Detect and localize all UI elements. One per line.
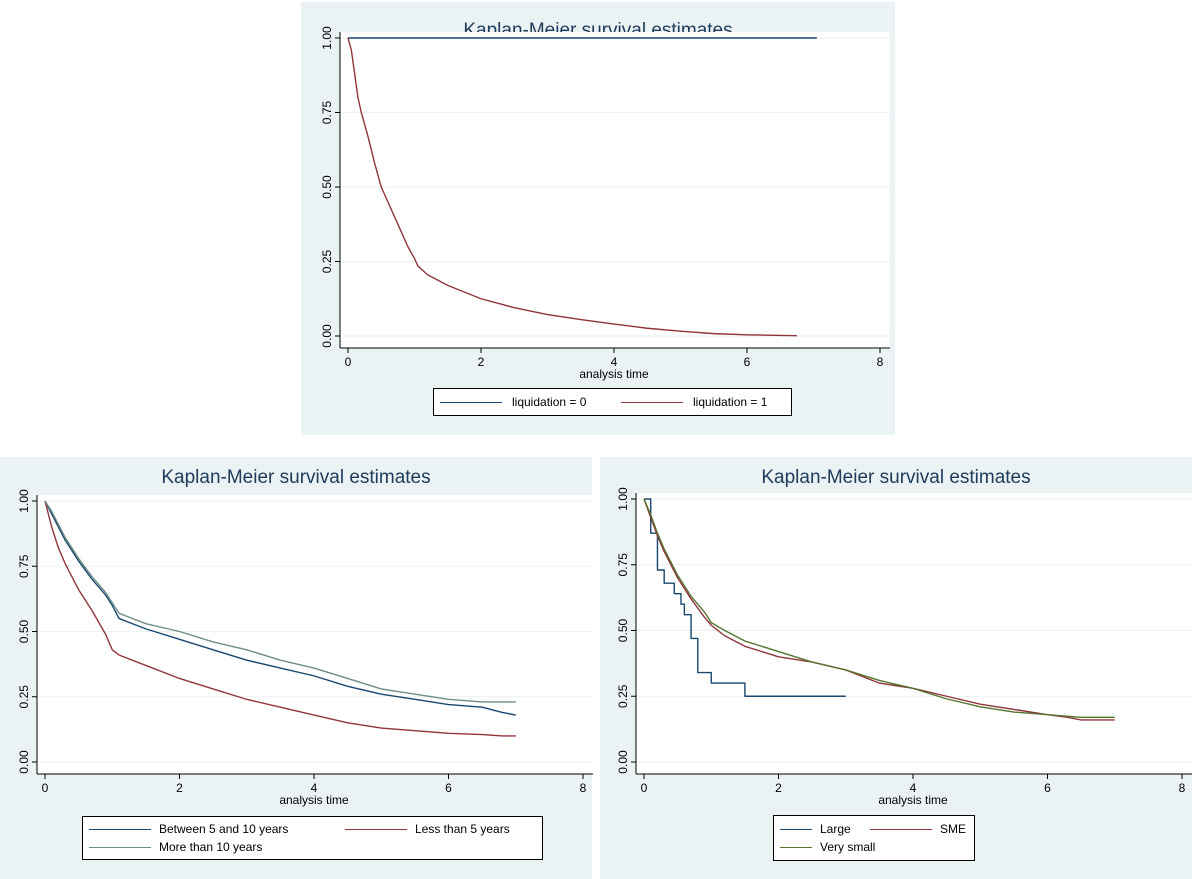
x-tick-label: 0	[641, 781, 648, 795]
plot-background	[636, 493, 1192, 774]
plot-background	[340, 32, 890, 348]
y-tick-label: 0.25	[320, 249, 334, 273]
legend-swatch	[780, 846, 812, 848]
x-axis-label: analysis time	[579, 367, 649, 381]
x-axis-label: analysis time	[279, 793, 349, 807]
y-tick-label: 0.25	[17, 685, 31, 709]
legend-label: Very small	[820, 840, 876, 854]
y-tick-label: 1.00	[320, 26, 334, 50]
legend-label: SME	[940, 822, 967, 836]
chart-panel-firm-age: Kaplan-Meier survival estimates 0.00 0.25…	[0, 457, 593, 879]
x-tick-label: 2	[176, 781, 183, 795]
x-tick-label: 0	[345, 355, 352, 369]
chart-panel-liquidation: Kaplan-Meier survival estimates 0.00 0.25…	[301, 2, 895, 435]
legend-swatch	[621, 401, 683, 403]
legend-item-liquidation-1: liquidation = 1	[621, 395, 767, 409]
x-tick-label: 4	[910, 781, 917, 795]
x-tick-label: 4	[311, 781, 318, 795]
series-line-very-small	[643, 498, 1115, 718]
chart-plot-area: 0.00 0.25 0.50 0.75 1.00 0 2 4 6 8 analysis time	[320, 26, 890, 381]
legend-swatch	[89, 846, 151, 848]
x-tick-label: 2	[478, 355, 485, 369]
legend-item-very-small: Very small	[780, 840, 875, 854]
legend-item-more-than-10-years: More than 10 years	[89, 840, 262, 854]
chart-title: Kaplan-Meier survival estimates	[761, 467, 1031, 488]
plot-background	[37, 495, 593, 774]
chart-legend: Between 5 and 10 years Less than 5 years…	[82, 816, 543, 860]
chart-title: Kaplan-Meier survival estimates	[161, 467, 431, 488]
y-tick-label: 0.25	[616, 684, 630, 708]
legend-label: Between 5 and 10 years	[159, 822, 289, 836]
x-tick-label: 4	[611, 355, 618, 369]
y-tick-label: 0.00	[17, 750, 31, 774]
x-axis-label: analysis time	[878, 793, 948, 807]
x-tick-label: 6	[445, 781, 452, 795]
chart-legend: Large SME Very small	[773, 815, 975, 861]
y-tick-label: 0.00	[320, 324, 334, 348]
series-line-liquidation-1	[347, 37, 797, 337]
legend-item-liquidation-0: liquidation = 0	[440, 395, 586, 409]
x-tick-label: 8	[580, 781, 587, 795]
chart-panel-firm-size: Kaplan-Meier survival estimates 0.00 0.25…	[600, 457, 1192, 879]
legend-label: Large	[820, 822, 851, 836]
y-tick-label: 0.75	[616, 553, 630, 577]
y-tick-label: 1.00	[17, 489, 31, 513]
y-tick-label: 0.75	[17, 554, 31, 578]
x-tick-label: 6	[744, 355, 751, 369]
legend-item-large: Large	[780, 822, 851, 836]
y-tick-label: 1.00	[616, 487, 630, 511]
legend-swatch	[345, 828, 407, 830]
y-tick-label: 0.75	[320, 100, 334, 124]
chart-plot-area: 0.00 0.25 0.50 0.75 1.00 0 2 4 6 8 analysis time	[17, 489, 593, 807]
chart-legend: liquidation = 0 liquidation = 1	[433, 388, 792, 416]
x-tick-label: 8	[1179, 781, 1186, 795]
series-line-between-5-and-10-years	[44, 500, 516, 716]
y-tick-label: 0.50	[616, 618, 630, 642]
legend-swatch	[440, 401, 502, 403]
series-line-more-than-10-years	[44, 500, 516, 703]
legend-item-less-than-5-years: Less than 5 years	[345, 822, 510, 836]
legend-label: More than 10 years	[159, 840, 263, 854]
x-tick-label: 0	[42, 781, 49, 795]
series-line-large	[644, 498, 846, 697]
series-line-less-than-5-years	[44, 500, 516, 737]
series-line-sme	[643, 498, 1115, 721]
legend-label: liquidation = 1	[693, 395, 768, 409]
y-tick-label: 0.50	[17, 619, 31, 643]
legend-swatch	[89, 828, 151, 830]
legend-item-sme: SME	[870, 822, 966, 836]
legend-label: liquidation = 0	[512, 395, 587, 409]
y-tick-label: 0.00	[616, 750, 630, 774]
legend-item-between-5-and-10-years: Between 5 and 10 years	[89, 822, 288, 836]
x-tick-label: 8	[877, 355, 884, 369]
legend-label: Less than 5 years	[415, 822, 510, 836]
x-tick-label: 2	[775, 781, 782, 795]
chart-plot-area: 0.00 0.25 0.50 0.75 1.00 0 2 4 6 8 analysis time	[616, 487, 1192, 807]
x-tick-label: 6	[1044, 781, 1051, 795]
legend-swatch	[870, 828, 932, 830]
y-tick-label: 0.50	[320, 175, 334, 199]
legend-swatch	[780, 828, 812, 830]
